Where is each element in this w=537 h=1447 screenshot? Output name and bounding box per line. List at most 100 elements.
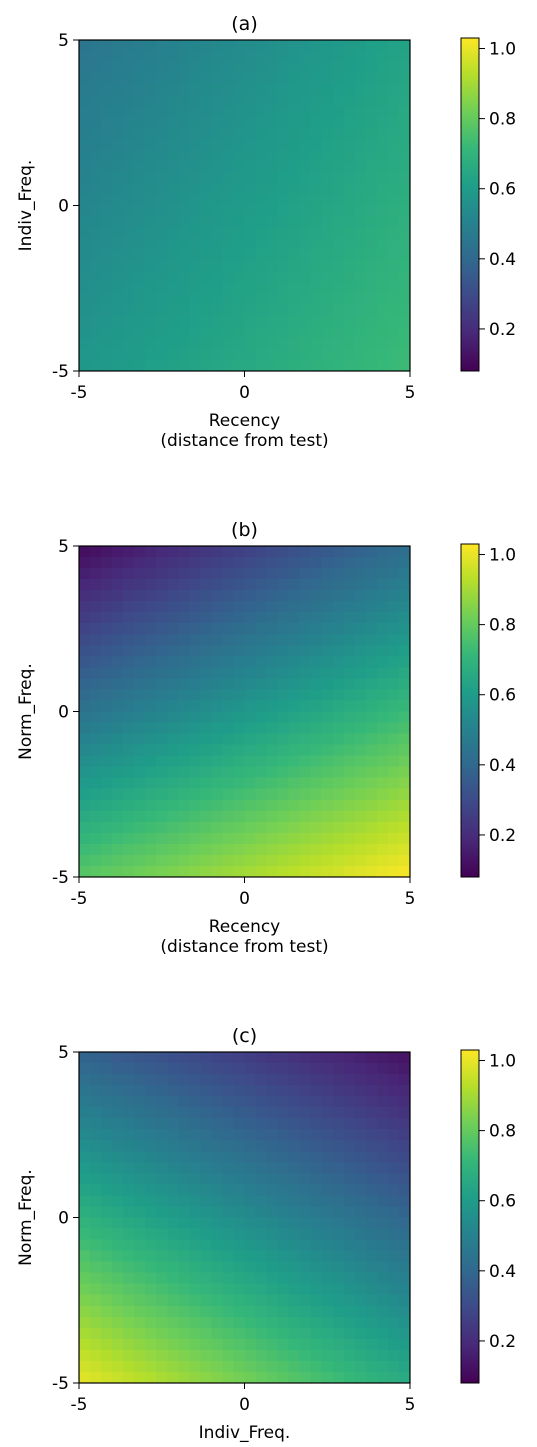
heatmap-cell (145, 1184, 157, 1197)
heatmap-cell (90, 359, 102, 372)
heatmap-cell (310, 359, 323, 372)
heatmap-cell (321, 854, 334, 867)
heatmap-cell (310, 117, 323, 129)
heatmap-cell (90, 1261, 102, 1274)
heatmap-cell (211, 1239, 224, 1252)
heatmap-cell (167, 1162, 179, 1174)
heatmap-cell (222, 128, 235, 140)
heatmap-cell (310, 40, 323, 52)
heatmap-cell (244, 601, 257, 613)
heatmap-cell (288, 546, 301, 558)
heatmap-cell (343, 634, 356, 646)
heatmap-cell (365, 1206, 378, 1219)
heatmap-cell (101, 1272, 113, 1285)
heatmap-cell (365, 1096, 378, 1108)
heatmap-cell (354, 788, 367, 801)
heatmap-cell (189, 1283, 201, 1296)
heatmap-cell (387, 590, 400, 602)
heatmap-cell (233, 139, 246, 151)
heatmap-cell (200, 117, 212, 129)
heatmap-cell (321, 1074, 334, 1086)
heatmap-cell (211, 1173, 224, 1185)
heatmap-cell (365, 843, 378, 856)
heatmap-cell (244, 645, 257, 657)
heatmap-cell (299, 579, 312, 591)
heatmap-cell (299, 568, 312, 580)
heatmap-cell (134, 1338, 146, 1351)
heatmap-cell (376, 1118, 389, 1130)
heatmap-cell (288, 1338, 301, 1351)
heatmap-cell (233, 51, 246, 63)
heatmap-cell (156, 359, 168, 372)
heatmap-cell (277, 821, 290, 834)
heatmap-cell (376, 139, 389, 151)
heatmap-cell (90, 1294, 102, 1307)
heatmap-cell (233, 304, 246, 317)
heatmap-cell (332, 854, 345, 867)
heatmap-cell (288, 700, 301, 713)
heatmap-cell (200, 634, 212, 646)
heatmap-cell (288, 579, 301, 591)
heatmap-cell (145, 1338, 157, 1351)
heatmap-cell (288, 810, 301, 823)
heatmap-cell (145, 1371, 157, 1384)
heatmap-cell (101, 678, 113, 691)
heatmap-cell (145, 1327, 157, 1340)
heatmap-cell (255, 238, 268, 251)
heatmap-cell (343, 1052, 356, 1064)
heatmap-cell (266, 1162, 279, 1174)
heatmap-cell (167, 1272, 179, 1285)
heatmap-cell (211, 194, 224, 207)
heatmap-cell (178, 1074, 190, 1086)
heatmap-cell (343, 700, 356, 713)
heatmap-cell (244, 777, 257, 790)
heatmap-cell (79, 777, 91, 790)
heatmap-cell (222, 832, 235, 845)
heatmap-cell (277, 348, 290, 361)
heatmap-cell (156, 1261, 168, 1274)
y-tick-label: 0 (58, 703, 69, 723)
heatmap-cell (354, 106, 367, 118)
heatmap-cell (233, 1206, 246, 1219)
heatmap-cell (354, 634, 367, 646)
heatmap-cell (189, 1074, 201, 1086)
heatmap-cell (244, 161, 257, 173)
heatmap-cell (255, 1327, 268, 1340)
heatmap-cell (101, 744, 113, 757)
heatmap-cell (266, 700, 279, 713)
heatmap-cell (189, 1294, 201, 1307)
heatmap-cell (387, 777, 400, 790)
heatmap-cell (376, 1272, 389, 1285)
heatmap-cell (123, 711, 135, 724)
heatmap-cell (376, 271, 389, 284)
heatmap-cell (90, 183, 102, 196)
heatmap-cell (90, 722, 102, 735)
heatmap-cell (332, 1349, 345, 1362)
heatmap-cell (189, 766, 201, 779)
heatmap-cell (123, 205, 135, 218)
heatmap-cell (288, 106, 301, 118)
heatmap-cell (266, 1349, 279, 1362)
heatmap-cell (288, 1118, 301, 1130)
heatmap-cell (156, 315, 168, 328)
heatmap-cell (255, 326, 268, 339)
heatmap-cell (321, 1085, 334, 1097)
heatmap-cell (266, 227, 279, 240)
heatmap-cell (211, 95, 224, 107)
heatmap-cell (200, 205, 212, 218)
heatmap-cell (365, 194, 378, 207)
heatmap-cell (398, 1162, 411, 1174)
heatmap-cell (332, 84, 345, 96)
heatmap-cell (332, 1217, 345, 1230)
heatmap-cell (145, 700, 157, 713)
heatmap-cell (376, 865, 389, 878)
heatmap-cell (365, 711, 378, 724)
heatmap-cell (343, 1228, 356, 1241)
heatmap-cell (101, 172, 113, 185)
heatmap-cell (343, 128, 356, 140)
heatmap-cell (266, 106, 279, 118)
heatmap-cell (233, 1228, 246, 1241)
heatmap-cell (189, 1316, 201, 1329)
heatmap-cell (321, 832, 334, 845)
heatmap-cell (156, 1239, 168, 1252)
